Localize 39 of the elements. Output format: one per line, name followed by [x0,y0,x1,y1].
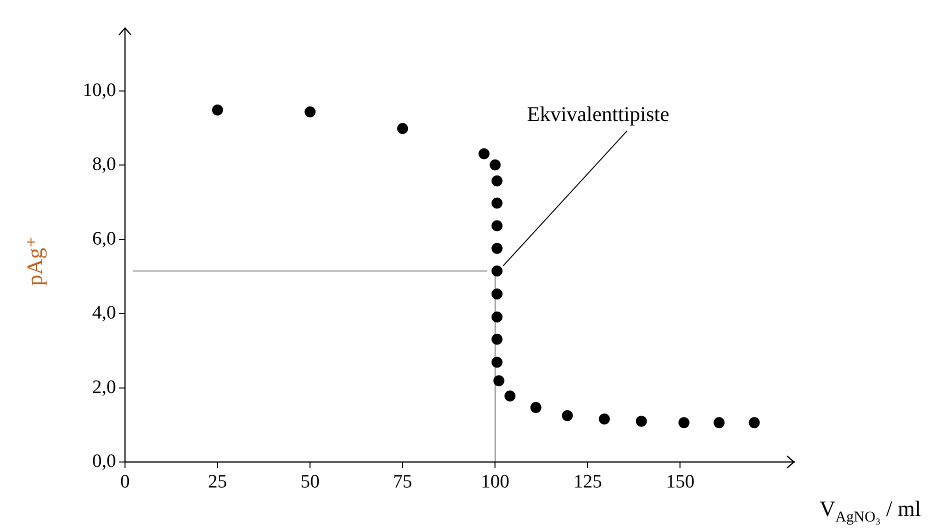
x-tick-label: 125 [573,471,602,492]
y-tick-label: 2,0 [92,376,116,398]
point [492,288,503,300]
point [678,417,690,428]
point [748,417,760,428]
x-tick-label: 0 [120,471,130,492]
point [504,390,516,402]
point [492,311,503,322]
y-tick-label: 6,0 [92,228,116,250]
x-tick-label: 50 [300,471,320,492]
y-tick-label: 4,0 [92,302,116,324]
point [598,413,610,424]
point [493,375,504,386]
y-axis-title: pAg⁺ [22,236,48,286]
point [492,265,503,276]
point [562,410,573,422]
point [212,104,224,116]
annotation: Ekvivalenttipiste [527,102,670,126]
point [492,242,503,254]
point [492,356,503,368]
point [714,417,725,428]
x-tick-label: 25 [208,471,228,492]
y-tick-label: 10,0 [82,80,116,102]
point [492,334,503,345]
x-axis-title: V$_{AgNO₃}$ / ml [820,496,921,526]
point [636,416,647,427]
point [490,159,501,170]
y-tick-label: 0,0 [92,450,116,472]
point [478,148,490,160]
point [530,402,542,413]
x-tick-label: 75 [393,471,412,492]
x-tick-label: 150 [666,471,694,492]
x-tick-label: 100 [480,471,510,492]
y-tick-label: 8,0 [92,154,116,176]
point [492,198,503,209]
point [492,175,503,186]
point [397,123,408,134]
point [304,106,316,118]
point [492,220,503,232]
